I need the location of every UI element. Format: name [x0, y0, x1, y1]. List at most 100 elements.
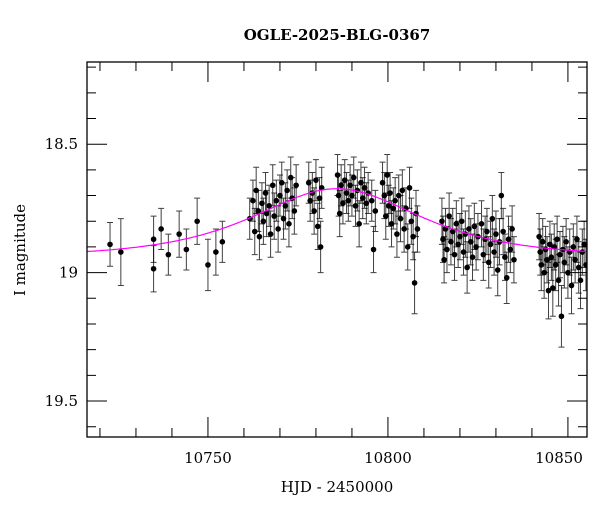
data-point	[410, 233, 416, 240]
data-point	[343, 190, 350, 196]
data-point	[538, 262, 545, 268]
axis-ticks	[87, 62, 587, 437]
data-point	[379, 179, 386, 186]
data-point	[568, 282, 575, 289]
data-point	[278, 179, 285, 186]
data-point	[557, 251, 563, 258]
data-point	[291, 208, 298, 214]
data-point	[262, 190, 269, 196]
data-point	[340, 200, 346, 207]
data-point	[205, 262, 211, 268]
data-point	[363, 200, 370, 207]
data-point	[370, 246, 377, 253]
data-point	[439, 218, 445, 225]
data-point	[550, 285, 556, 291]
data-point	[384, 172, 391, 178]
data-point	[349, 192, 355, 199]
x-tick-label-1: 10800	[364, 449, 412, 467]
data-point	[350, 174, 357, 181]
data-point	[313, 177, 319, 183]
data-point	[260, 218, 267, 225]
data-point	[558, 313, 565, 320]
data-point	[277, 192, 283, 199]
data-point	[118, 249, 124, 255]
data-point	[341, 177, 348, 183]
x-tick-label-2: 10850	[535, 449, 583, 467]
data-point	[502, 254, 508, 261]
data-point	[500, 228, 506, 235]
data-point	[507, 246, 514, 253]
data-point	[284, 187, 290, 194]
data-point	[271, 213, 277, 219]
plot-area	[87, 153, 587, 348]
data-point	[176, 231, 182, 237]
data-point	[457, 233, 463, 240]
data-point	[255, 208, 262, 214]
data-point	[441, 256, 447, 263]
data-point	[259, 200, 265, 207]
data-point	[489, 215, 496, 222]
data-point	[511, 256, 517, 263]
data-point	[487, 241, 494, 248]
data-point	[414, 226, 421, 232]
data-point	[539, 238, 546, 245]
data-point	[338, 182, 344, 189]
data-point	[493, 231, 499, 237]
data-point	[253, 187, 259, 194]
data-point	[307, 197, 313, 204]
data-point	[356, 221, 362, 227]
data-point	[305, 179, 312, 186]
data-point	[537, 249, 544, 255]
data-point	[382, 213, 389, 219]
plot-frame	[86, 61, 588, 438]
data-point	[314, 223, 321, 230]
data-point	[583, 262, 587, 268]
data-point	[394, 231, 400, 237]
data-point	[563, 238, 569, 245]
data-point	[541, 269, 547, 276]
data-point	[411, 280, 418, 286]
data-point	[317, 244, 324, 250]
data-layer	[87, 153, 587, 348]
data-point	[471, 223, 478, 230]
data-point	[361, 185, 368, 191]
data-point	[250, 197, 256, 204]
data-point	[570, 244, 577, 250]
data-point	[544, 256, 550, 263]
data-point	[150, 236, 157, 243]
data-point	[503, 274, 510, 281]
data-point	[401, 226, 407, 232]
data-point	[399, 187, 406, 194]
data-point	[473, 244, 479, 250]
data-point	[494, 267, 501, 273]
data-point	[359, 195, 366, 201]
data-point	[273, 197, 280, 204]
data-point	[561, 259, 568, 266]
data-point	[554, 236, 560, 243]
data-point	[368, 197, 375, 204]
data-point	[545, 287, 552, 294]
data-point	[484, 228, 490, 235]
data-point	[466, 226, 472, 232]
data-point	[158, 226, 164, 232]
data-point	[449, 228, 456, 235]
y-tick-label-0: 18.5	[45, 135, 78, 153]
data-point	[408, 218, 415, 225]
data-point	[509, 226, 515, 232]
x-axis-label: HJD - 2450000	[281, 478, 394, 496]
data-point	[498, 192, 505, 199]
data-point	[388, 221, 395, 227]
y-axis-label: I magnitude	[11, 204, 29, 296]
data-point	[336, 210, 343, 217]
data-point	[555, 277, 562, 284]
data-point	[358, 179, 364, 186]
data-point	[446, 213, 452, 219]
data-point	[485, 259, 492, 266]
data-point	[464, 264, 470, 271]
x-tick-label-0: 10750	[184, 449, 232, 467]
data-point	[275, 226, 281, 232]
data-point	[213, 249, 219, 255]
data-point	[453, 221, 460, 227]
data-point	[381, 192, 388, 199]
